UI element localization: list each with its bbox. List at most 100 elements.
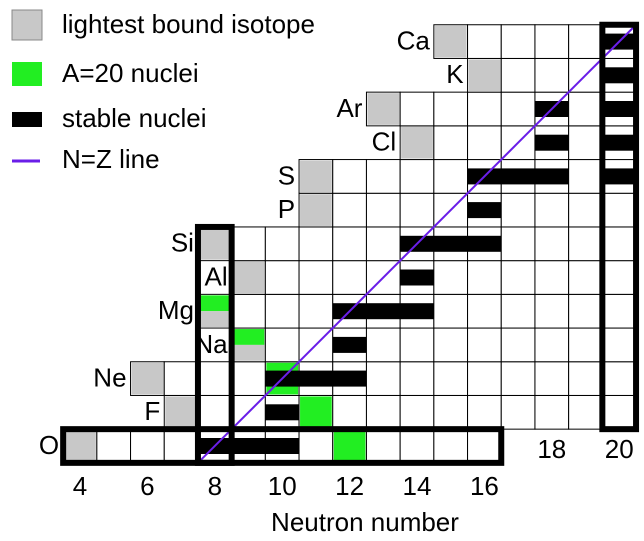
x-tick-label: 8	[208, 471, 222, 501]
cell	[365, 394, 401, 430]
cell	[601, 260, 637, 295]
cell	[500, 260, 536, 295]
element-label: O	[39, 430, 59, 460]
lightest-cell	[300, 194, 332, 226]
cell	[399, 394, 435, 430]
cell	[197, 394, 233, 430]
cell	[332, 192, 367, 228]
cell	[568, 394, 603, 430]
element-label: Si	[171, 228, 194, 258]
cell	[534, 327, 570, 363]
x-axis-label: Neutron number	[271, 507, 459, 537]
cell	[601, 327, 637, 363]
cell	[365, 361, 401, 396]
cell	[332, 394, 367, 430]
cell	[500, 57, 536, 93]
cell	[534, 226, 570, 262]
stable-bar	[366, 303, 401, 320]
legend-swatch-green	[12, 62, 42, 86]
stable-bar	[299, 370, 333, 387]
stable-bar	[400, 303, 434, 320]
lightest-cell	[401, 126, 433, 159]
lightest-cell	[64, 430, 96, 462]
cell	[534, 192, 570, 228]
cell	[467, 394, 502, 430]
lightest-cell	[131, 362, 164, 395]
x-tick-label: 20	[605, 434, 634, 464]
stable-bar	[265, 404, 300, 421]
cell	[568, 159, 603, 194]
cell	[568, 260, 603, 295]
highlight-box	[194, 223, 235, 466]
cell	[298, 293, 334, 329]
cell	[298, 226, 334, 262]
legend-label: N=Z line	[62, 144, 160, 174]
cell	[534, 24, 570, 59]
element-label: P	[278, 194, 295, 224]
a20-cell	[300, 396, 332, 429]
element-label: S	[278, 160, 295, 190]
cell	[467, 91, 502, 127]
element-label: F	[144, 396, 160, 426]
cell	[399, 327, 435, 363]
cell	[96, 428, 132, 464]
cell	[433, 159, 469, 194]
element-label: Cl	[372, 127, 397, 157]
element-label: Al	[205, 261, 228, 291]
element-label: Mg	[158, 295, 194, 325]
x-tick-label: 10	[268, 471, 297, 501]
element-label: Ne	[93, 362, 126, 392]
cell	[467, 125, 502, 161]
cell	[568, 226, 603, 262]
cell	[500, 327, 536, 363]
stable-bar	[602, 168, 637, 185]
a20-cell	[333, 430, 366, 462]
legend-swatch-black	[12, 112, 42, 127]
cell	[365, 192, 401, 228]
cell	[568, 293, 603, 329]
cell	[231, 293, 266, 329]
nz-line	[197, 24, 637, 464]
legend-label: stable nuclei	[62, 103, 207, 133]
cell	[568, 327, 603, 363]
lightest-cell	[367, 93, 400, 125]
stable-bar	[467, 235, 502, 252]
element-label: K	[446, 59, 464, 89]
element-label: Ca	[397, 25, 431, 55]
stable-bar	[602, 134, 637, 151]
cell	[500, 192, 536, 228]
lightest-cell	[434, 25, 467, 58]
cell	[399, 361, 435, 396]
cell	[534, 57, 570, 93]
cell	[568, 192, 603, 228]
cell	[601, 293, 637, 329]
cell	[264, 260, 300, 295]
cell	[264, 293, 300, 329]
stable-bar	[602, 67, 637, 84]
legend-label: lightest bound isotope	[62, 9, 315, 39]
cell	[399, 428, 435, 464]
cell	[231, 226, 266, 262]
cell	[601, 394, 637, 430]
element-label: Ar	[336, 93, 362, 123]
cell	[534, 361, 570, 396]
lightest-cell	[165, 396, 197, 429]
stable-bar	[332, 370, 367, 387]
stable-bar	[400, 269, 434, 286]
cell	[264, 226, 300, 262]
cell	[130, 428, 165, 464]
cell	[332, 260, 367, 295]
cell	[433, 361, 469, 396]
cell	[433, 293, 469, 329]
cell	[433, 394, 469, 430]
cell	[601, 361, 637, 396]
legend: lightest bound isotope A=20 nuclei stabl…	[11, 9, 315, 174]
cell	[332, 226, 367, 262]
cell	[500, 361, 536, 396]
stable-bar	[534, 134, 569, 151]
cell	[298, 260, 334, 295]
stable-bar	[265, 438, 300, 454]
stable-bar	[501, 168, 535, 185]
cell	[365, 159, 401, 194]
